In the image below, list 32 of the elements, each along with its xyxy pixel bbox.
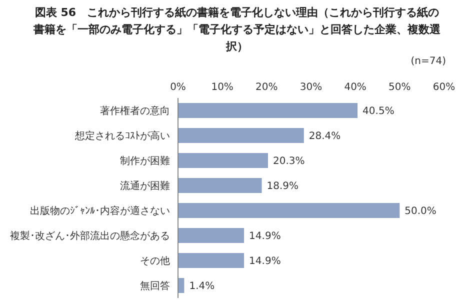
y-tick-label: 想定されるｺｽﾄが高い [74,130,170,142]
data-label: 40.5% [362,106,394,118]
x-tick-label: 20% [256,82,278,93]
y-tick-label: 無回答 [140,280,170,292]
data-label: 1.4% [189,281,215,292]
y-tick-label: 複製･改ざん･外部流出の懸念がある [10,230,170,242]
x-tick-label: 40% [344,82,366,93]
data-label: 14.9% [249,256,281,268]
y-tick-label: 流通が困難 [120,180,170,192]
text: (n=74) [410,56,446,67]
y-tick-label: その他 [140,255,170,268]
x-tick-label: 0% [170,82,186,93]
x-tick-label: 50% [388,82,411,93]
bar [178,253,244,268]
data-label: 28.4% [308,131,341,142]
y-tick-label: 著作権者の意向 [100,105,170,118]
y-tick-label: 制作が困難 [120,155,170,168]
bar [178,228,244,243]
x-tick-label: 30% [300,82,322,93]
bar [178,128,304,143]
data-label: 18.9% [266,181,299,192]
x-tick-label: 60% [432,82,456,93]
x-tick-label: 10% [211,82,234,93]
y-tick-label: 出版物のｼﾞｬﾝﾙ･内容が適さない [30,205,170,218]
data-label: 20.3% [272,156,305,168]
chart-title: 図表 56 これから刊行する紙の書籍を電子化しない理由（これから刊行する紙の書籍を「一部のみ電子化する」「電子化する予定はない」と回答した企業、複数選択） [32,5,442,55]
data-label: 14.9% [249,231,281,242]
bar [178,203,400,218]
bar [178,178,262,193]
data-label: 50.0% [404,206,436,218]
bar [178,153,268,168]
bar [178,103,358,118]
